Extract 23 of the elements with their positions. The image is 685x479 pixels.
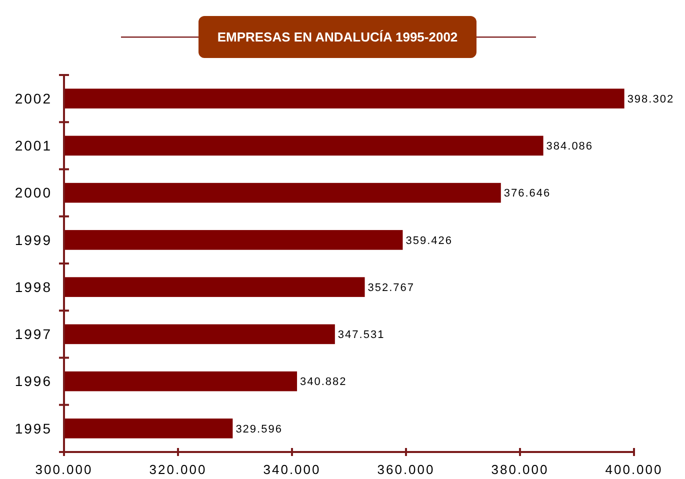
data-label: 398.302 bbox=[627, 93, 674, 106]
y-tick-label: 1997 bbox=[14, 326, 52, 342]
chart-title: EMPRESAS EN ANDALUCÍA 1995-2002 bbox=[217, 30, 458, 45]
x-tick-label: 380.000 bbox=[491, 462, 549, 477]
y-tick-label: 1998 bbox=[14, 278, 52, 295]
x-tick-label: 400.000 bbox=[605, 462, 663, 477]
y-tick-label: 2002 bbox=[14, 90, 52, 106]
data-label: 376.646 bbox=[504, 188, 551, 200]
x-tick-label: 300.000 bbox=[35, 462, 93, 477]
y-tick-label: 2000 bbox=[14, 184, 52, 201]
data-label: 359.426 bbox=[406, 234, 452, 247]
data-label: 340.882 bbox=[300, 376, 347, 388]
x-tick-label: 340.000 bbox=[263, 462, 321, 477]
data-label: 329.596 bbox=[236, 423, 282, 436]
y-tick-label: 1996 bbox=[14, 373, 52, 390]
x-tick-label: 360.000 bbox=[377, 462, 435, 477]
data-label: 347.531 bbox=[338, 329, 385, 342]
y-tick-label: 1995 bbox=[14, 420, 52, 436]
data-label: 352.767 bbox=[368, 282, 415, 294]
x-tick-label: 320.000 bbox=[149, 462, 207, 477]
y-tick-label: 1999 bbox=[14, 232, 52, 248]
y-tick-label: 2001 bbox=[14, 138, 52, 154]
data-label: 384.086 bbox=[546, 140, 594, 153]
